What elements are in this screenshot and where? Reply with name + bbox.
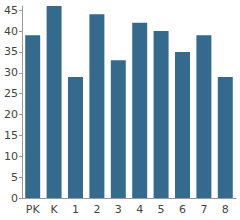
- svg-text:2: 2: [93, 203, 100, 216]
- svg-text:30: 30: [4, 66, 18, 79]
- svg-text:45: 45: [4, 4, 18, 17]
- svg-text:PK: PK: [26, 203, 41, 216]
- svg-text:4: 4: [136, 203, 143, 216]
- svg-text:5: 5: [11, 171, 18, 184]
- svg-text:35: 35: [4, 45, 18, 58]
- svg-text:0: 0: [11, 192, 18, 205]
- svg-text:7: 7: [200, 203, 207, 216]
- svg-text:15: 15: [4, 129, 18, 142]
- svg-text:8: 8: [222, 203, 229, 216]
- svg-text:25: 25: [4, 87, 18, 100]
- svg-text:20: 20: [4, 108, 18, 121]
- svg-text:40: 40: [4, 25, 18, 38]
- svg-text:10: 10: [4, 150, 18, 163]
- svg-text:6: 6: [179, 203, 186, 216]
- svg-text:3: 3: [115, 203, 122, 216]
- svg-text:1: 1: [72, 203, 79, 216]
- svg-text:K: K: [50, 203, 58, 216]
- svg-text:5: 5: [158, 203, 165, 216]
